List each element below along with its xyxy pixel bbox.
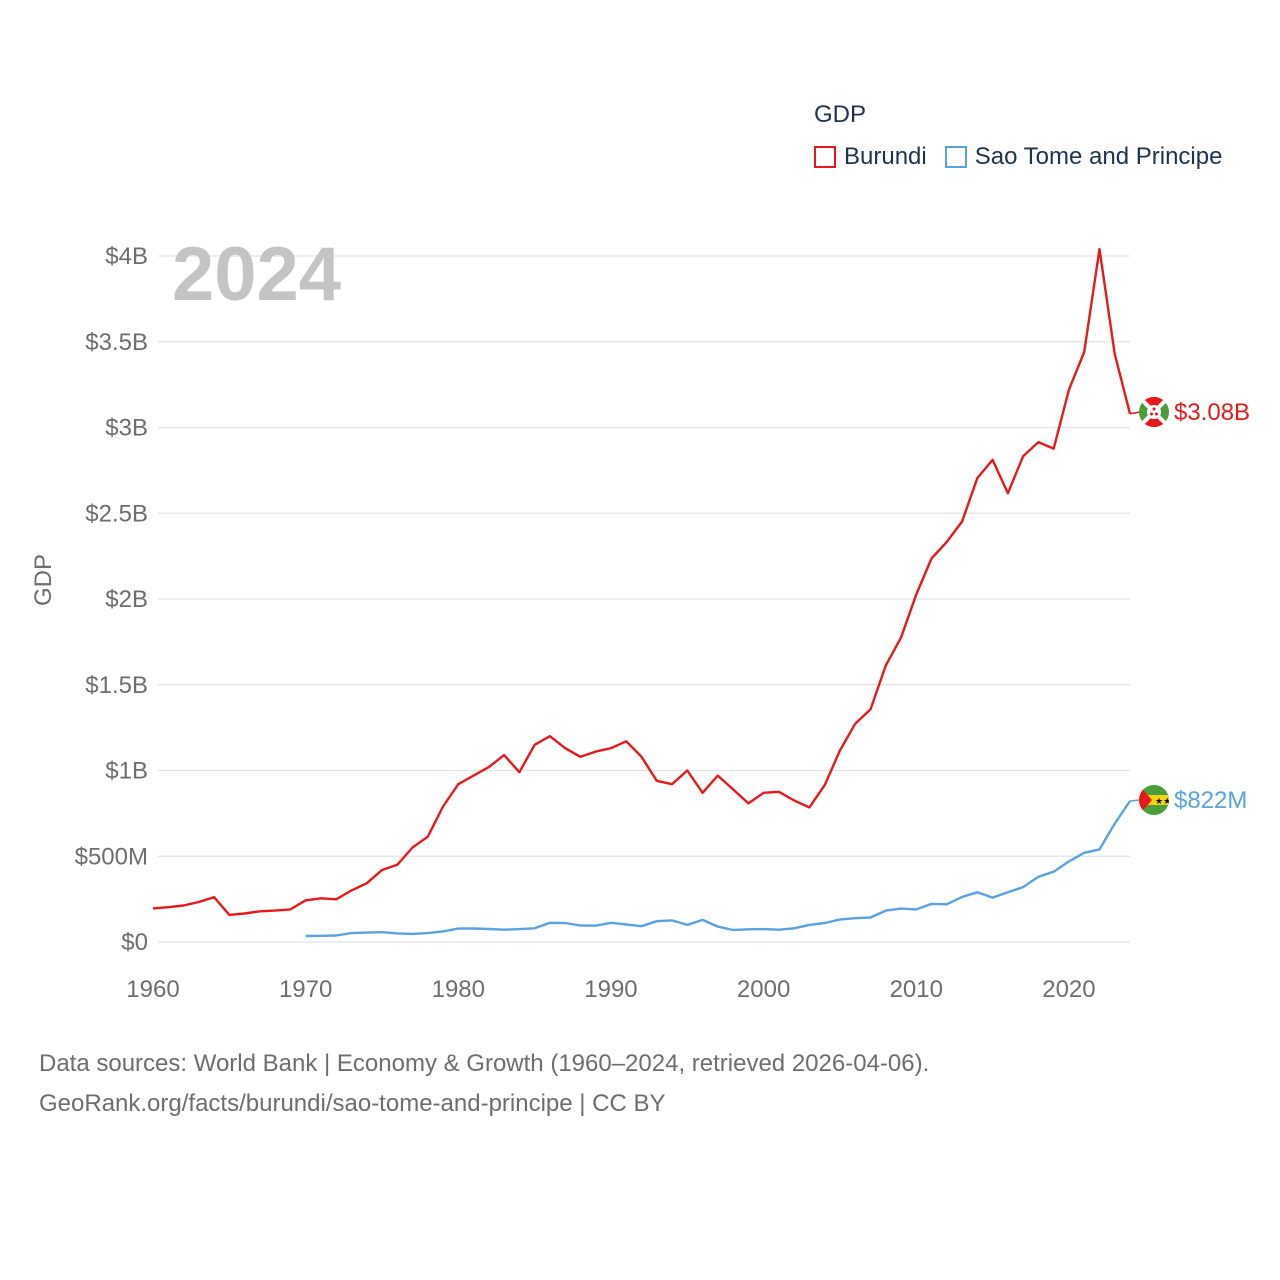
legend: Burundi Sao Tome and Principe <box>814 143 1240 171</box>
svg-text:★★: ★★ <box>1155 797 1171 807</box>
burundi-flag-icon <box>1139 397 1169 427</box>
y-tick-label: $4B <box>105 243 148 270</box>
gdp-line-chart: $0$500M$1B$1.5B$2B$2.5B$3B$3.5B$4B 1960 1… <box>30 232 1250 1003</box>
year-label: 2024 <box>172 232 341 317</box>
y-tick-label: $500M <box>75 843 148 870</box>
legend-label-sao-tome: Sao Tome and Principe <box>974 143 1223 170</box>
x-tick-label: 2020 <box>1042 976 1095 1003</box>
legend-item-sao-tome[interactable]: Sao Tome and Principe <box>944 143 1223 171</box>
x-tick-label: 1990 <box>584 976 637 1003</box>
y-tick-label: $1.5B <box>85 672 148 699</box>
y-tick-label: $2B <box>105 586 148 613</box>
legend-swatch-sao-tome <box>944 146 967 168</box>
y-tick-label: $1B <box>105 758 148 785</box>
end-value-label: $3.08B <box>1174 399 1250 426</box>
x-tick-label: 1960 <box>126 976 179 1003</box>
y-tick-label: $3.5B <box>85 329 148 356</box>
series-line-sao-tome <box>305 800 1131 938</box>
legend-title: GDP <box>814 101 867 128</box>
end-label-connector <box>1129 799 1141 802</box>
sao-tome-flag-icon: ★★ <box>1139 785 1171 815</box>
footer: Data sources: World Bank | Economy & Gro… <box>39 1044 929 1124</box>
y-axis-title: GDP <box>30 554 57 606</box>
footer-link[interactable]: GeoRank.org/facts/burundi/sao-tome-and-p… <box>39 1090 666 1117</box>
gridlines <box>158 255 1130 943</box>
x-tick-label: 2010 <box>890 976 943 1003</box>
end-value-label: $822M <box>1174 787 1247 814</box>
x-tick-label: 1980 <box>432 976 485 1003</box>
x-tick-label: 1970 <box>279 976 332 1003</box>
end-label-connector <box>1129 411 1141 415</box>
series-layer: $3.08B $822M <box>152 247 1250 938</box>
y-tick-label: $3B <box>105 415 148 442</box>
x-axis-ticks: 1960 1970 1980 1990 2000 2010 2020 <box>126 976 1095 1003</box>
legend-label-burundi: Burundi <box>844 143 927 170</box>
series-line-burundi <box>152 247 1132 917</box>
y-axis-ticks: $0 $500M $1B $1.5B $2B $2.5B $3B $3.5B $4B <box>75 243 148 956</box>
y-tick-label: $0 <box>121 929 148 956</box>
x-tick-label: 2000 <box>737 976 790 1003</box>
y-tick-label: $2.5B <box>85 500 148 527</box>
legend-item-burundi[interactable]: Burundi <box>814 143 927 171</box>
footer-sources: Data sources: World Bank | Economy & Gro… <box>39 1050 930 1077</box>
legend-swatch-burundi <box>814 146 836 168</box>
